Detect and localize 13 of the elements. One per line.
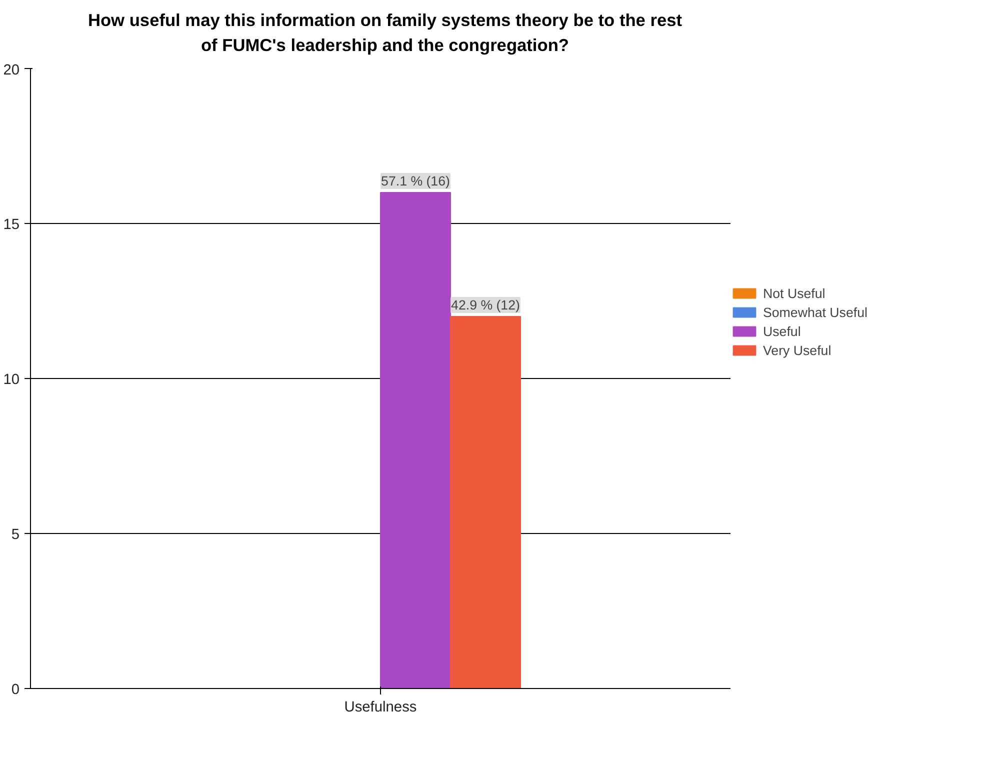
legend-label: Not Useful — [763, 286, 826, 300]
y-tick-label: 5 — [11, 526, 20, 542]
y-tick-label: 10 — [3, 372, 20, 388]
y-tick-label: 0 — [11, 682, 20, 698]
x-tick-label: Usefulness — [344, 699, 417, 715]
y-tick-label: 20 — [3, 62, 20, 78]
legend-label: Very Useful — [763, 342, 832, 358]
chart-title: How useful may this information on family systems theory be to the rest of FUMC's leadership and the congregation? — [88, 9, 682, 57]
data-label: 42.9 % (12) — [451, 297, 520, 312]
y-tick-label: 15 — [3, 216, 20, 232]
legend-label: Useful — [763, 324, 801, 338]
legend-label: Somewhat Useful — [763, 304, 868, 320]
data-label: 57.1 % (16) — [381, 173, 450, 188]
